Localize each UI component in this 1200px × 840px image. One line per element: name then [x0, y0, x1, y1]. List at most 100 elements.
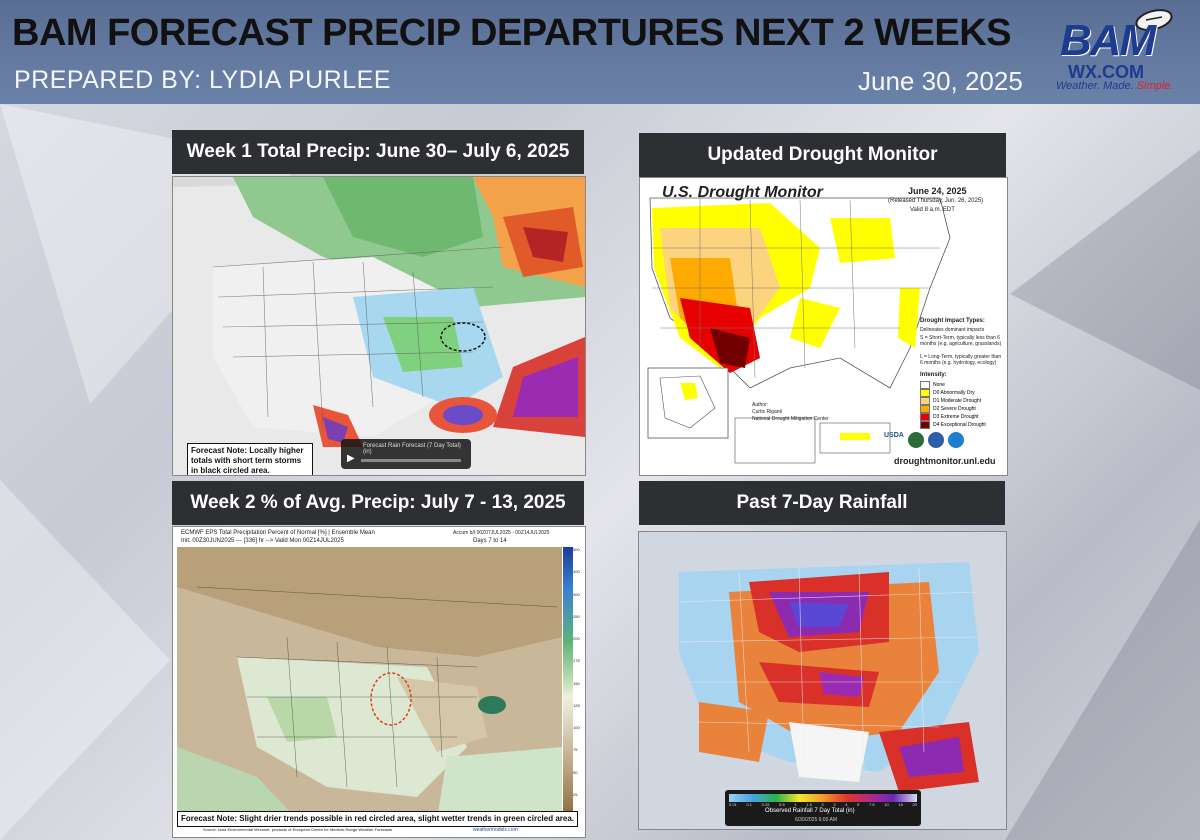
rain-legend-value: 1.5: [806, 802, 812, 807]
week1-title: Week 1 Total Precip: June 30– July 6, 20…: [172, 130, 584, 174]
week2-footer-source: Source: Iowa Environmental Mesonet, prod…: [203, 827, 393, 832]
intensity-legend-row: D1 Moderate Drought: [920, 397, 986, 405]
scale-label: 75: [573, 747, 578, 753]
logo-main-text: BAM: [1060, 16, 1156, 65]
scale-label: 125: [573, 702, 580, 708]
week2-title: Week 2 % of Avg. Precip: July 7 - 13, 20…: [172, 481, 584, 525]
week2-chart-init: Init: 00Z30JUN2025 --- [336] hr --> Vali…: [181, 538, 344, 544]
scale-label: 50: [573, 769, 578, 775]
impact-legend-title: Drought Impact Types:: [920, 318, 985, 324]
intensity-legend-title: Intensity:: [920, 372, 947, 378]
player-caption: Forecast Rain Forecast (7 Day Total) (in…: [363, 443, 461, 455]
intensity-legend-row: D2 Severe Drought: [920, 405, 986, 413]
scale-label: 300: [573, 591, 580, 597]
play-icon[interactable]: ▶: [347, 453, 355, 464]
header-bar: BAM FORECAST PRECIP DEPARTURES NEXT 2 WE…: [0, 0, 1200, 104]
player-progress-track[interactable]: [361, 459, 461, 462]
intensity-swatch: [920, 381, 930, 389]
football-icon: [1135, 9, 1173, 31]
week2-percent-map: [177, 547, 562, 819]
week2-forecast-note: Forecast Note: Slight drier trends possi…: [177, 811, 579, 827]
background-facet: [0, 480, 170, 840]
intensity-legend-row: D3 Extreme Drought: [920, 413, 986, 421]
week2-color-scale: [563, 547, 573, 819]
noaa-seal-icon: [947, 432, 964, 448]
intensity-label: None: [933, 382, 945, 388]
week1-forecast-note: Forecast Note: Locally higher totals wit…: [187, 443, 313, 475]
week2-chart-days: Days 7 to 14: [473, 538, 507, 544]
usda-logo: USDA: [884, 432, 904, 439]
rainfall-legend: 0.01 0.1 0.25 0.5 1 1.5 2 3 4 5 7.5 10 1…: [725, 790, 921, 826]
intensity-swatch: [920, 389, 930, 397]
report-date: June 30, 2025: [858, 66, 1023, 96]
rain-legend-value: 0.5: [779, 802, 785, 807]
intensity-legend: None D0 Abnormally Dry D1 Moderate Droug…: [920, 381, 986, 429]
scale-label: 100: [573, 725, 580, 730]
intensity-legend-row: D0 Abnormally Dry: [920, 389, 986, 397]
logo-tagline: Weather. Made. Simple.: [1056, 80, 1173, 92]
rain-legend-value: 5: [857, 802, 860, 807]
scale-label: 200: [573, 636, 580, 641]
intensity-swatch: [920, 397, 930, 405]
intensity-legend-row: None: [920, 381, 986, 389]
rain-legend-value: 15: [898, 802, 903, 807]
week2-chart-accum: Accum b/t 00Z07JUL2025 - 00Z14JUL2025: [453, 530, 550, 536]
rain-legend-value: 0.1: [746, 802, 753, 807]
rainfall-legend-values: 0.01 0.1 0.25 0.5 1 1.5 2 3 4 5 7.5 10 1…: [729, 802, 917, 807]
rain-legend-value: 0.25: [761, 802, 770, 807]
week1-precip-map: [173, 177, 585, 475]
scale-label: 500: [573, 547, 580, 552]
drought-monitor-map: [647, 197, 951, 464]
author-label: Author:: [752, 402, 769, 408]
intensity-label: D2 Severe Drought: [933, 406, 976, 412]
rainfall-legend-title: Observed Rainfall 7 Day Total (in): [765, 808, 855, 814]
drought-title: Updated Drought Monitor: [639, 133, 1006, 177]
background-facet: [1005, 520, 1200, 840]
rain-legend-value: 3: [833, 802, 836, 807]
intensity-label: D0 Abnormally Dry: [933, 390, 975, 396]
rain-legend-value: 1: [794, 802, 797, 807]
impact-legend-item: Delineates dominant impacts: [920, 327, 985, 333]
impact-legend-item: S = Short-Term, typically less than 6 mo…: [920, 335, 1002, 347]
logo-tagline-main: Weather. Made.: [1056, 80, 1134, 92]
doc-seal-icon: [927, 432, 944, 448]
rainfall-legend-colorbar: [729, 794, 917, 802]
impact-legend-item: L = Long-Term, typically greater than 6 …: [920, 354, 1002, 366]
rainfall-map-panel: 0.01 0.1 0.25 0.5 1 1.5 2 3 4 5 7.5 10 1…: [638, 531, 1007, 830]
week2-scale-labels: 500 400 300 250 200 175 150 125 100 75 5…: [573, 547, 585, 819]
drought-map-valid: Valid 8 a.m. EDT: [910, 207, 955, 213]
logo-sub-text: WX.COM: [1068, 62, 1144, 82]
week2-footer-site[interactable]: weathermodels.com: [473, 827, 518, 833]
bam-logo: BAM WX.COM Weather. Made. Simple.: [1056, 9, 1196, 94]
drought-map-released: (Released Thursday, Jun. 26, 2025): [888, 198, 984, 204]
agency-logos: USDA: [884, 432, 964, 448]
rainfall-title: Past 7-Day Rainfall: [639, 481, 1005, 525]
week1-map: Forecast Note: Locally higher totals wit…: [172, 176, 586, 476]
week2-map-panel: ECMWF EPS Total Precipitation Percent of…: [172, 526, 586, 838]
rain-legend-value: 20: [912, 802, 917, 807]
intensity-swatch: [920, 413, 930, 421]
drought-map-date: June 24, 2025: [908, 186, 967, 196]
drought-url[interactable]: droughtmonitor.unl.edu: [894, 456, 996, 466]
rainfall-map: [639, 532, 1006, 829]
background-facet: [1010, 150, 1200, 390]
page-title: BAM FORECAST PRECIP DEPARTURES NEXT 2 WE…: [12, 12, 1012, 54]
rain-legend-value: 4: [845, 802, 848, 807]
scale-label: 250: [573, 613, 580, 619]
scale-label: 25: [573, 791, 578, 797]
rain-legend-value: 10: [884, 802, 889, 807]
prepared-by: PREPARED BY: LYDIA PURLEE: [14, 66, 391, 94]
author-org: National Drought Mitigation Center: [752, 416, 829, 422]
logo-tagline-accent: Simple.: [1136, 80, 1174, 92]
ndmc-seal-icon: [907, 432, 924, 448]
rain-legend-value: 0.01: [729, 802, 737, 807]
scale-label: 150: [573, 680, 580, 686]
week2-chart-header: ECMWF EPS Total Precipitation Percent of…: [181, 530, 375, 536]
author-name: Curtis Riganti: [752, 409, 783, 415]
rain-legend-value: 2: [821, 802, 824, 807]
scale-label: 175: [573, 658, 580, 664]
scale-label: 400: [573, 569, 580, 575]
intensity-label: D3 Extreme Drought: [933, 414, 979, 420]
intensity-legend-row: D4 Exceptional Drought: [920, 421, 986, 429]
rain-legend-value: 7.5: [869, 802, 875, 807]
